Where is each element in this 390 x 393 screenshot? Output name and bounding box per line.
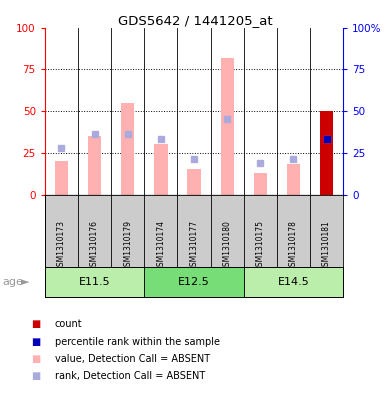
Bar xyxy=(55,161,68,195)
Text: GSM1310174: GSM1310174 xyxy=(156,220,165,271)
Bar xyxy=(154,144,167,195)
Bar xyxy=(254,173,267,195)
Text: GSM1310181: GSM1310181 xyxy=(322,220,331,271)
Text: rank, Detection Call = ABSENT: rank, Detection Call = ABSENT xyxy=(55,371,205,381)
Text: ►: ► xyxy=(21,277,30,287)
Text: GSM1310173: GSM1310173 xyxy=(57,220,66,271)
Text: GSM1310177: GSM1310177 xyxy=(190,220,199,271)
Bar xyxy=(88,136,101,195)
Text: E12.5: E12.5 xyxy=(178,277,210,287)
Text: GSM1310175: GSM1310175 xyxy=(256,220,265,271)
Bar xyxy=(220,58,234,195)
Bar xyxy=(144,267,244,297)
Text: GDS5642 / 1441205_at: GDS5642 / 1441205_at xyxy=(118,14,272,27)
Text: ■: ■ xyxy=(31,354,41,364)
Text: E14.5: E14.5 xyxy=(278,277,309,287)
Text: E11.5: E11.5 xyxy=(79,277,110,287)
Bar xyxy=(244,267,343,297)
Text: ■: ■ xyxy=(31,319,41,329)
Text: GSM1310180: GSM1310180 xyxy=(223,220,232,271)
Text: GSM1310179: GSM1310179 xyxy=(123,220,132,271)
Text: ■: ■ xyxy=(31,371,41,381)
Bar xyxy=(287,164,300,195)
Text: value, Detection Call = ABSENT: value, Detection Call = ABSENT xyxy=(55,354,210,364)
Bar xyxy=(45,267,144,297)
Text: age: age xyxy=(2,277,23,287)
Text: percentile rank within the sample: percentile rank within the sample xyxy=(55,336,220,347)
Bar xyxy=(121,103,134,195)
Text: count: count xyxy=(55,319,82,329)
Bar xyxy=(320,111,333,195)
Bar xyxy=(187,169,200,195)
Text: ■: ■ xyxy=(31,336,41,347)
Bar xyxy=(320,111,333,195)
Text: GSM1310178: GSM1310178 xyxy=(289,220,298,271)
Text: GSM1310176: GSM1310176 xyxy=(90,220,99,271)
